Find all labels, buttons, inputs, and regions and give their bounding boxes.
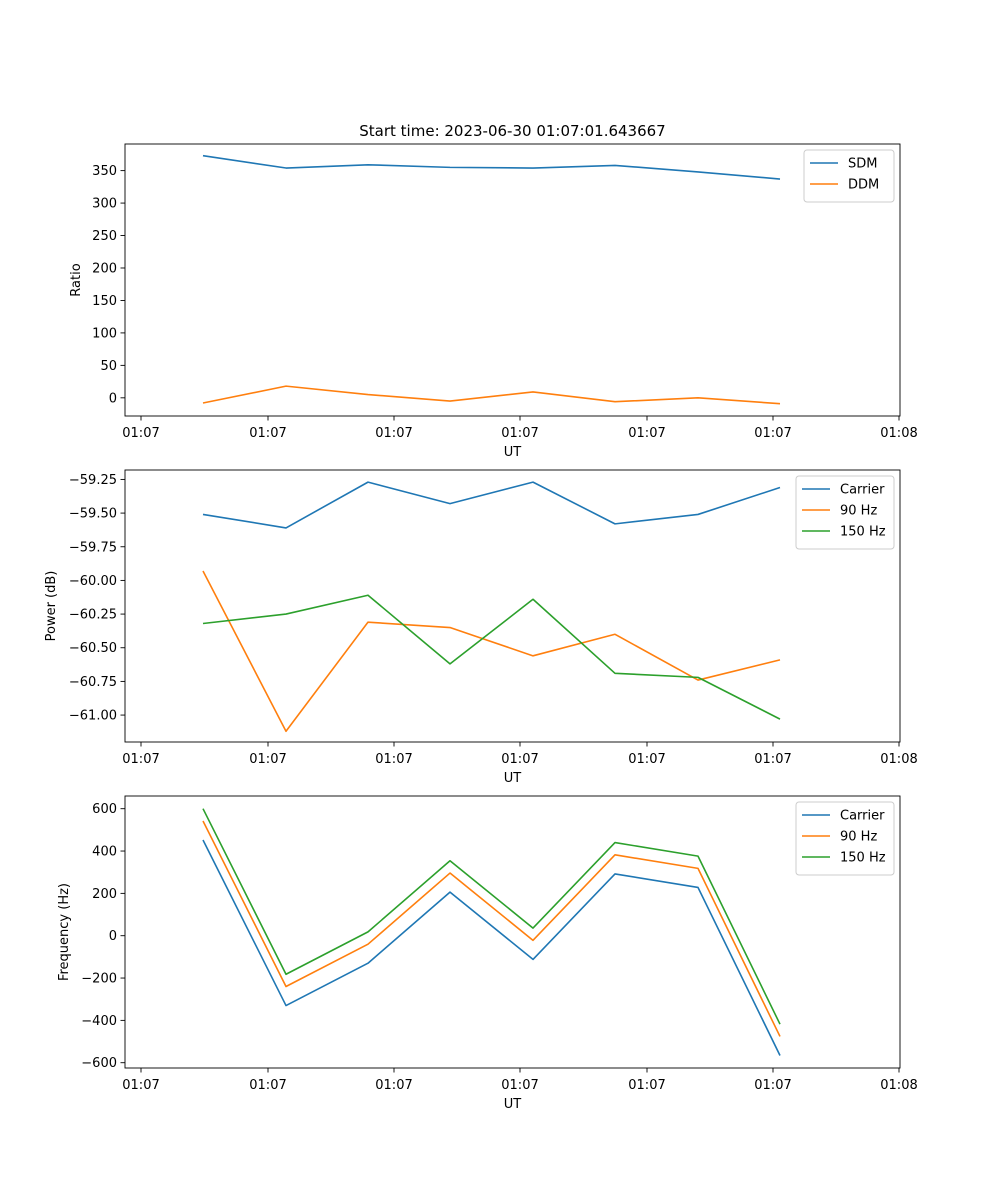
chart-panel-3: 01:07 01:07 01:07 01:07 01:07 01:07 01:08 −600 −… (57, 795, 918, 1112)
x-tick-label: 01:08 (880, 426, 917, 441)
y-axis-label: Power (dB) (44, 571, 59, 642)
y-tick-label: −59.25 (69, 473, 117, 488)
legend-label: 150 Hz (840, 525, 886, 540)
y-tick-label: 0 (109, 929, 117, 944)
chart-panel-1: 01:07 01:07 01:07 01:07 01:07 01:07 01:08 0 50 10… (69, 143, 918, 460)
y-tick-label: 350 (92, 164, 117, 179)
y-tick-label: 100 (92, 326, 117, 341)
legend-label: DDM (848, 178, 879, 193)
x-axis-label: UT (504, 1097, 522, 1112)
y-tick-label: 400 (92, 845, 117, 860)
figure-title: Start time: 2023-06-30 01:07:01.643667 (359, 122, 665, 140)
y-tick-label: 200 (92, 887, 117, 902)
axes-root: 01:07 01:07 01:07 01:07 01:07 01:07 01:08 0 50 10… (44, 143, 918, 1112)
series-line-carrier (202, 481, 781, 529)
x-axis-label: UT (504, 771, 522, 786)
y-tick-label: 150 (92, 294, 117, 309)
x-tick-label: 01:07 (375, 1078, 412, 1093)
y-tick-label: −200 (81, 972, 117, 987)
legend-label: 90 Hz (840, 504, 877, 519)
x-tick-label: 01:08 (880, 752, 917, 767)
series-line-ddm (202, 385, 781, 405)
y-tick-label: −60.25 (69, 608, 117, 623)
legend-label: 90 Hz (840, 830, 877, 845)
x-tick-label: 01:07 (628, 426, 665, 441)
x-tick-label: 01:07 (501, 752, 538, 767)
x-axis-label: UT (504, 445, 522, 460)
y-tick-label: 200 (92, 261, 117, 276)
y-axis-label: Frequency (Hz) (57, 883, 72, 981)
y-tick-label: −59.75 (69, 540, 117, 555)
y-tick-label: −61.00 (69, 709, 117, 724)
y-tick-label: −59.50 (69, 507, 117, 522)
y-tick-label: 50 (100, 359, 117, 374)
series-line-carrier (202, 839, 781, 1056)
series-line-sdm (202, 154, 781, 180)
legend: SDM DDM (803, 149, 895, 203)
y-tick-label: 250 (92, 229, 117, 244)
axes-frame (124, 795, 901, 1069)
x-tick-label: 01:07 (754, 752, 791, 767)
y-tick-label: 0 (109, 391, 117, 406)
x-tick-label: 01:07 (122, 1078, 159, 1093)
x-tick-label: 01:07 (249, 1078, 286, 1093)
y-tick-label: 600 (92, 802, 117, 817)
x-tick-label: 01:07 (754, 426, 791, 441)
x-tick-label: 01:07 (628, 752, 665, 767)
y-axis-label: Ratio (69, 263, 84, 296)
series-line-150-hz (202, 808, 781, 1025)
legend-label: SDM (848, 157, 877, 172)
x-tick-label: 01:07 (628, 1078, 665, 1093)
legend-label: Carrier (840, 483, 885, 498)
x-tick-label: 01:07 (375, 752, 412, 767)
x-tick-label: 01:07 (122, 752, 159, 767)
axes-frame (124, 143, 901, 417)
series-line-90-hz (202, 820, 781, 1037)
y-tick-label: −60.75 (69, 675, 117, 690)
y-tick-label: −60.50 (69, 641, 117, 656)
x-tick-label: 01:07 (375, 426, 412, 441)
series-line-90-hz (202, 570, 781, 733)
x-tick-label: 01:07 (249, 752, 286, 767)
y-tick-label: 300 (92, 197, 117, 212)
x-tick-label: 01:07 (249, 426, 286, 441)
chart-panel-2: 01:07 01:07 01:07 01:07 01:07 01:07 01:08 −61.0… (44, 469, 918, 786)
y-tick-label: −600 (81, 1056, 117, 1071)
y-tick-label: −400 (81, 1014, 117, 1029)
x-tick-label: 01:07 (501, 426, 538, 441)
legend-label: 150 Hz (840, 851, 886, 866)
legend: Carrier 90 Hz 150 Hz (795, 801, 895, 876)
x-tick-label: 01:08 (880, 1078, 917, 1093)
y-tick-label: −60.00 (69, 574, 117, 589)
x-tick-label: 01:07 (122, 426, 159, 441)
axes-frame (124, 469, 901, 743)
x-tick-label: 01:07 (754, 1078, 791, 1093)
legend-label: Carrier (840, 809, 885, 824)
x-tick-label: 01:07 (501, 1078, 538, 1093)
series-line-150-hz (202, 594, 781, 720)
legend: Carrier 90 Hz 150 Hz (795, 475, 895, 550)
